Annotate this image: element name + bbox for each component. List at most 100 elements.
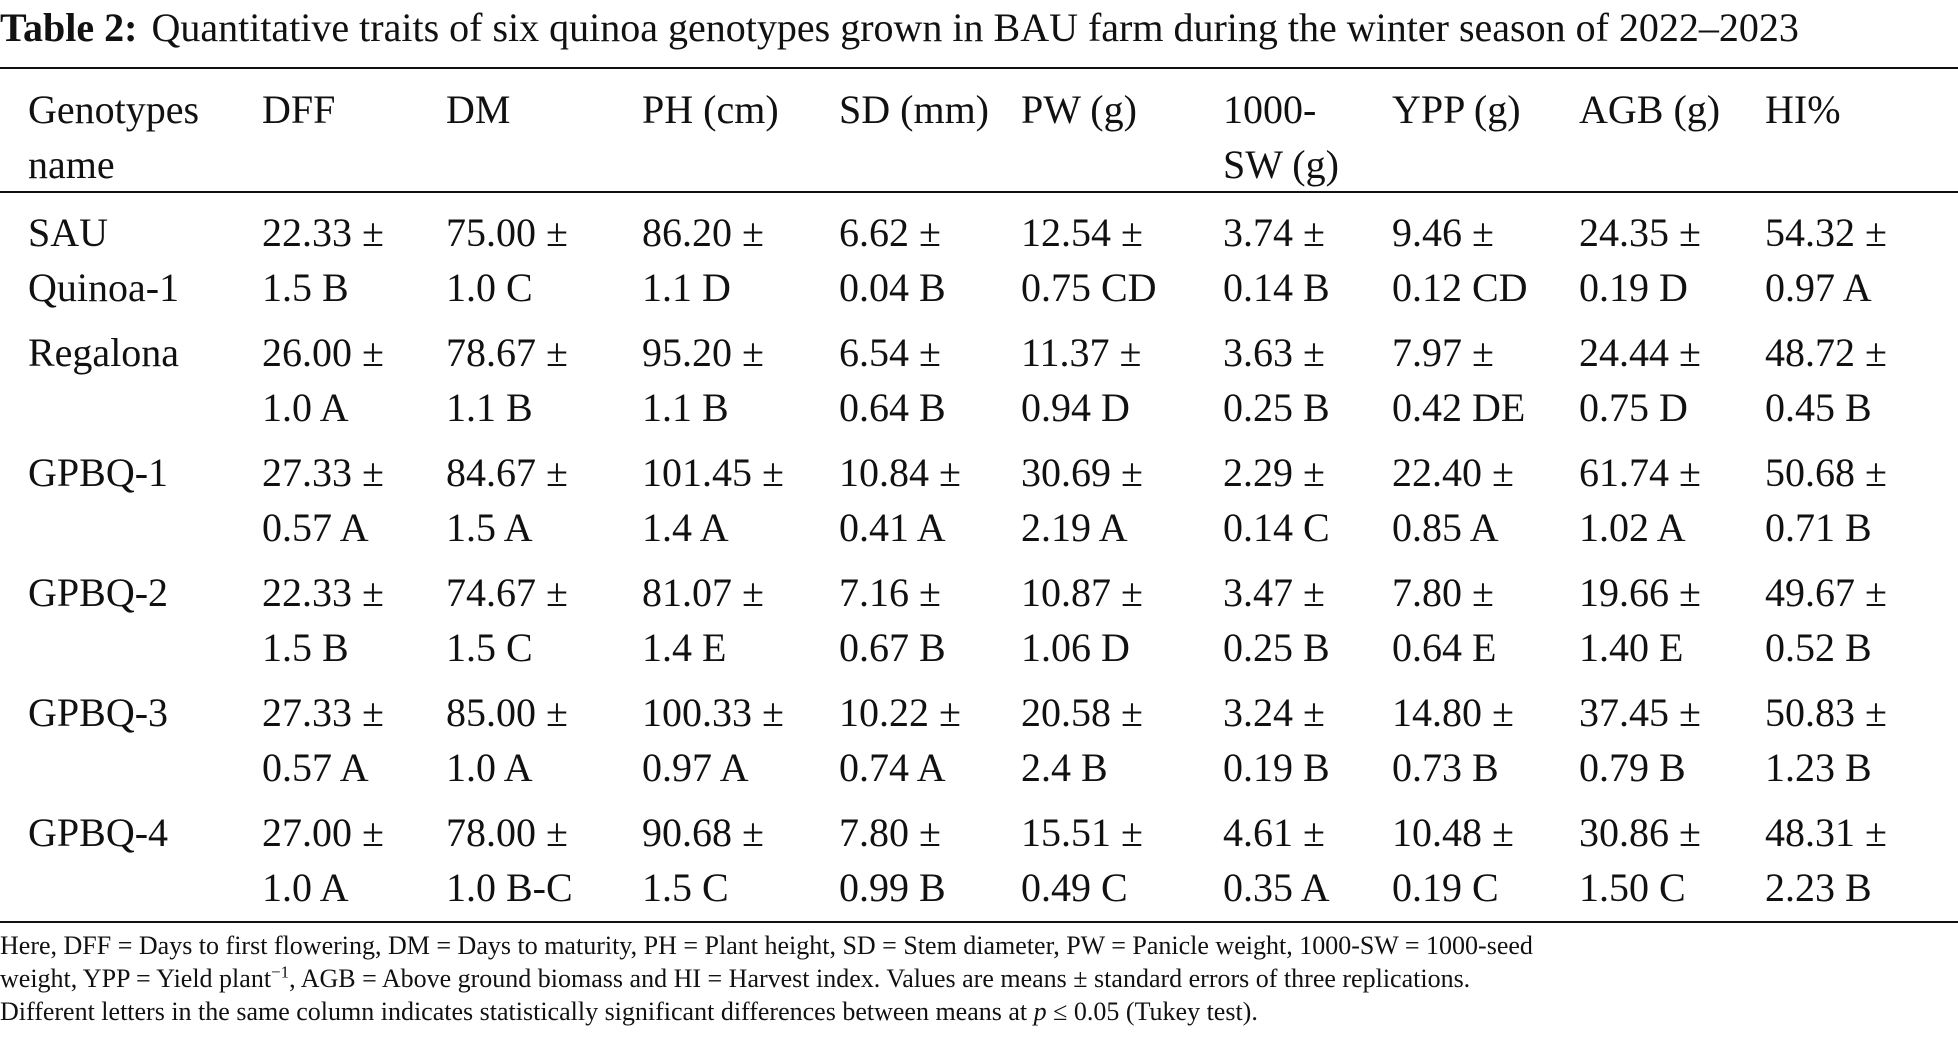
genotype-name-cell-line: Regalona	[28, 330, 180, 375]
table-cell-line: 1.0 C	[446, 265, 533, 310]
table-cell-line: 0.71 B	[1765, 505, 1872, 550]
table-cell-line: 1.23 B	[1765, 745, 1872, 790]
footnote-line-3: Different letters in the same column ind…	[0, 995, 1958, 1028]
table-cell: 30.69 ± 2.19 A	[991, 445, 1193, 555]
table-cell-line: 10.48 ±	[1392, 810, 1514, 855]
table-cell: 27.00 ± 1.0 A	[232, 805, 416, 915]
table-cell-line: 0.85 A	[1392, 505, 1499, 550]
genotype-name-cell-line: GPBQ-4	[28, 810, 169, 855]
genotype-name-cell-line	[28, 500, 232, 555]
table-cell: 14.80 ± 0.73 B	[1362, 685, 1549, 795]
table-cell-line: 1.1 B	[446, 385, 533, 430]
column-header-line: YPP (g)	[1392, 87, 1521, 132]
table-cell: 22.33 ± 1.5 B	[232, 205, 416, 315]
table-cell-line: 2.23 B	[1765, 865, 1872, 910]
table-cell: 7.97 ± 0.42 DE	[1362, 325, 1549, 435]
table-cell-line: 0.25 B	[1223, 625, 1330, 670]
table-cell-line: 0.41 A	[839, 505, 946, 550]
table-cell: 50.68 ± 0.71 B	[1735, 445, 1958, 555]
top-rule	[0, 67, 1958, 69]
table-body: SAU Quinoa-1 22.33 ± 1.5 B 75.00 ± 1.0 C 86.20…	[0, 205, 1958, 925]
table-header: Genotypes name DFF DM PH (cm) SD (mm) PW (g) 10…	[0, 82, 1958, 192]
table-cell-line: 0.12 CD	[1392, 265, 1528, 310]
table-cell-line: 84.67 ±	[446, 450, 568, 495]
table-cell-line: 0.25 B	[1223, 385, 1330, 430]
table-cell: 10.87 ± 1.06 D	[991, 565, 1193, 675]
genotype-name-cell-line	[28, 620, 232, 675]
table-cell-line: 0.75 D	[1579, 385, 1688, 430]
table-cell-line: 1.0 A	[262, 865, 349, 910]
table-cell-line: 54.32 ±	[1765, 210, 1887, 255]
genotype-name-cell-line	[28, 740, 232, 795]
table-cell: 54.32 ± 0.97 A	[1735, 205, 1958, 315]
table-cell: 95.20 ± 1.1 B	[612, 325, 809, 435]
table-cell-line: 0.73 B	[1392, 745, 1499, 790]
table-cell: 48.31 ± 2.23 B	[1735, 805, 1958, 915]
table-cell: 2.29 ± 0.14 C	[1193, 445, 1362, 555]
table-cell-line: 85.00 ±	[446, 690, 568, 735]
column-header-line	[446, 137, 612, 192]
table-cell: 12.54 ± 0.75 CD	[991, 205, 1193, 315]
table-cell-line: 0.57 A	[262, 745, 369, 790]
table-cell: 4.61 ± 0.35 A	[1193, 805, 1362, 915]
table-cell-line: 22.33 ±	[262, 210, 384, 255]
table-cell-line: 78.67 ±	[446, 330, 568, 375]
table-cell-line: 75.00 ±	[446, 210, 568, 255]
table-cell-line: 24.35 ±	[1579, 210, 1701, 255]
table-caption: Table 2: Quantitative traits of six quino…	[0, 0, 1958, 56]
table-cell: 10.48 ± 0.19 C	[1362, 805, 1549, 915]
column-header-line	[1765, 137, 1958, 192]
column-header: SD (mm)	[809, 82, 991, 192]
column-header: DFF	[232, 82, 416, 192]
table-cell-line: 37.45 ±	[1579, 690, 1701, 735]
table-cell-line: 95.20 ±	[642, 330, 764, 375]
table-cell-line: 1.4 A	[642, 505, 729, 550]
table-cell: 3.47 ± 0.25 B	[1193, 565, 1362, 675]
table-cell-line: 30.86 ±	[1579, 810, 1701, 855]
genotype-name-cell: GPBQ-2	[0, 565, 232, 675]
table-cell: 3.63 ± 0.25 B	[1193, 325, 1362, 435]
table-cell: 75.00 ± 1.0 C	[416, 205, 612, 315]
table-cell-line: 0.42 DE	[1392, 385, 1526, 430]
table-cell-line: 0.04 B	[839, 265, 946, 310]
table-cell: 27.33 ± 0.57 A	[232, 445, 416, 555]
genotype-name-cell-line: GPBQ-1	[28, 450, 169, 495]
table-cell: 3.74 ± 0.14 B	[1193, 205, 1362, 315]
table-cell-line: 1.5 C	[642, 865, 729, 910]
table-cell-line: 7.16 ±	[839, 570, 941, 615]
table-cell-line: 20.58 ±	[1021, 690, 1143, 735]
column-header-line	[262, 137, 416, 192]
table-cell-line: 0.64 B	[839, 385, 946, 430]
table-cell-line: 1.1 B	[642, 385, 729, 430]
table-cell-line: 1.5 C	[446, 625, 533, 670]
table-cell-line: 14.80 ±	[1392, 690, 1514, 735]
table-cell-line: 2.29 ±	[1223, 450, 1325, 495]
table-cell-line: 0.35 A	[1223, 865, 1330, 910]
table-cell-line: 2.4 B	[1021, 745, 1108, 790]
table-cell-line: 24.44 ±	[1579, 330, 1701, 375]
table-cell: 49.67 ± 0.52 B	[1735, 565, 1958, 675]
table-cell: 3.24 ± 0.19 B	[1193, 685, 1362, 795]
footnote-text: weight, YPP = Yield plant	[0, 964, 272, 993]
table-cell: 7.80 ± 0.99 B	[809, 805, 991, 915]
column-header-line: SD (mm)	[839, 87, 989, 132]
column-header-line	[1392, 137, 1549, 192]
table-cell: 84.67 ± 1.5 A	[416, 445, 612, 555]
table-cell-line: 50.83 ±	[1765, 690, 1887, 735]
table-cell: 7.80 ± 0.64 E	[1362, 565, 1549, 675]
column-header-line: DM	[446, 87, 511, 132]
column-header-line: SW (g)	[1223, 142, 1339, 187]
table-cell-line: 1.0 A	[446, 745, 533, 790]
header-rule	[0, 191, 1958, 193]
table-cell-line: 0.52 B	[1765, 625, 1872, 670]
table-cell-line: 3.63 ±	[1223, 330, 1325, 375]
table-cell: 26.00 ± 1.0 A	[232, 325, 416, 435]
table-cell-line: 30.69 ±	[1021, 450, 1143, 495]
table-cell-line: 10.87 ±	[1021, 570, 1143, 615]
table-cell-line: 1.0 B-C	[446, 865, 573, 910]
genotype-name-cell: GPBQ-1	[0, 445, 232, 555]
table-cell-line: 1.0 A	[262, 385, 349, 430]
bottom-rule	[0, 921, 1958, 923]
table-cell-line: 81.07 ±	[642, 570, 764, 615]
table-cell-line: 3.74 ±	[1223, 210, 1325, 255]
